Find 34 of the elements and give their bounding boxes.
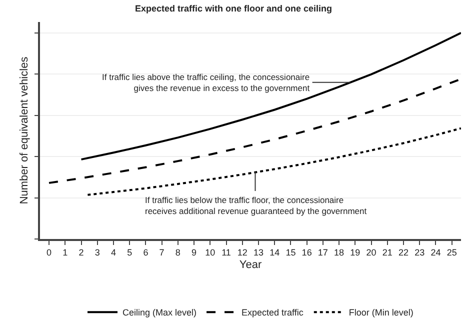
- x-tick-label: 0: [46, 248, 52, 258]
- annotation: If traffic lies above the traffic ceiling, the concessionaire gives the revenue in excess to the government: [102, 72, 310, 94]
- x-tick-label: 5: [127, 248, 132, 258]
- x-tick-label: 2: [78, 248, 84, 258]
- x-tick-label: 7: [159, 248, 164, 258]
- x-tick-label: 3: [94, 248, 100, 258]
- x-tick-label: 22: [398, 248, 408, 258]
- annotation: If traffic lies below the traffic floor, the concessionaire receives additional revenue guaranteed by the government: [145, 195, 368, 216]
- x-tick-label: 1: [62, 248, 68, 258]
- x-tick-label: 12: [237, 248, 248, 258]
- x-tick-label: 14: [270, 248, 280, 258]
- x-tick-label: 6: [143, 248, 148, 258]
- x-tick-label: 16: [302, 248, 312, 258]
- x-tick-label: 8: [175, 248, 180, 258]
- x-tick-label: 23: [414, 248, 425, 258]
- x-tick-label: 18: [334, 248, 344, 258]
- x-tick-label: 9: [192, 248, 197, 258]
- legend-label: Expected traffic: [242, 308, 304, 318]
- x-tick-label: 17: [318, 248, 328, 258]
- y-axis-title: Number of equivalent vehicles: [18, 56, 30, 204]
- x-tick-label: 19: [350, 248, 360, 258]
- x-tick-label: 10: [205, 248, 216, 258]
- x-tick-label: 4: [110, 248, 116, 258]
- x-tick-label: 11: [222, 248, 231, 258]
- x-tick-label: 24: [430, 248, 441, 258]
- x-tick-label: 20: [366, 248, 376, 258]
- x-axis-title: Year: [239, 259, 262, 272]
- chart-title: Expected traffic with one floor and one ceiling: [134, 3, 332, 14]
- legend-label: Ceiling (Max level): [122, 308, 197, 318]
- x-tick-label: 21: [382, 248, 392, 258]
- x-tick-label: 13: [253, 248, 264, 258]
- x-tick-label: 15: [286, 248, 296, 258]
- x-tick-label: 25: [446, 248, 457, 258]
- legend-label: Floor (Min level): [348, 308, 414, 318]
